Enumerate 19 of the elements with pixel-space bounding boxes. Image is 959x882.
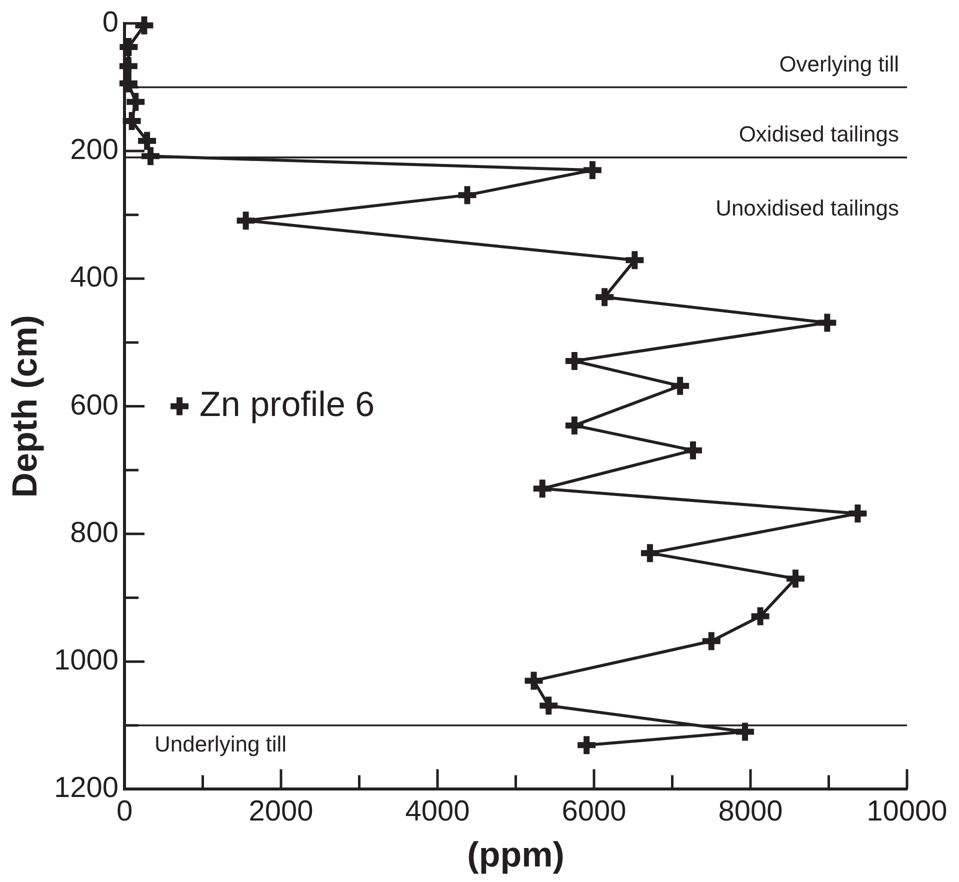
- y-axis-title: Depth (cm): [6, 314, 45, 498]
- y-tick-label: 600: [70, 389, 119, 422]
- y-tick-label: 0: [102, 6, 119, 38]
- x-tick-label: 10000: [866, 796, 948, 828]
- annotation: Underlying till: [154, 731, 287, 756]
- y-tick-label: 800: [70, 516, 119, 549]
- x-tick-label: 4000: [405, 796, 470, 828]
- legend-label: Zn profile 6: [200, 384, 375, 424]
- annotation: Unoxidised tailings: [716, 195, 899, 220]
- ref-line-label: Oxidised tailings: [738, 121, 899, 146]
- x-axis-title: (ppm): [467, 836, 564, 875]
- ref-line-label: Overlying till: [779, 51, 899, 76]
- x-tick-label: 6000: [562, 796, 626, 828]
- y-tick-label: 1000: [54, 644, 119, 677]
- y-tick-label: 200: [70, 134, 119, 166]
- y-tick-label: 400: [70, 262, 119, 294]
- x-tick-label: 8000: [718, 796, 783, 828]
- x-tick-label: 2000: [248, 796, 314, 828]
- y-tick-label: 1200: [54, 772, 119, 804]
